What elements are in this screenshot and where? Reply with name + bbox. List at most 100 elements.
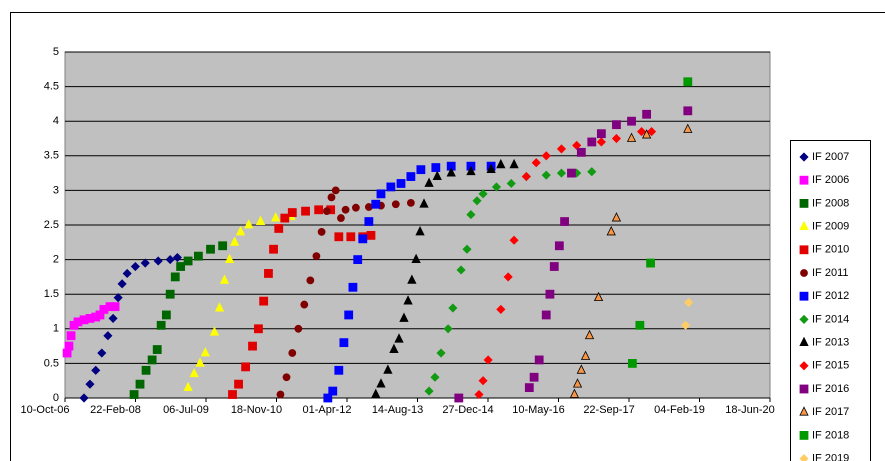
y-tick-label: 3 [53, 184, 59, 196]
data-point [153, 256, 163, 266]
data-point [684, 297, 694, 308]
data-point [288, 349, 297, 357]
data-point [646, 258, 655, 268]
data-point [593, 291, 604, 302]
data-point [406, 198, 415, 207]
data-point [224, 253, 235, 264]
data-point [301, 206, 310, 216]
data-point [407, 274, 417, 284]
data-point [635, 320, 645, 330]
data-point [271, 212, 281, 222]
data-point [503, 272, 513, 282]
data-point [103, 331, 113, 341]
x-tick-label: 14-Aug-13 [372, 404, 423, 416]
legend-label: IF 2019 [812, 453, 849, 461]
data-point [524, 383, 534, 393]
data-point [641, 129, 652, 139]
data-point [351, 203, 360, 212]
data-point [209, 326, 220, 336]
data-point [348, 282, 358, 292]
x-tick-label: 22-Sep-17 [583, 404, 634, 416]
legend-marker [799, 245, 809, 255]
data-point [611, 133, 622, 144]
data-point [419, 198, 429, 208]
data-point [108, 313, 118, 323]
data-point [91, 365, 101, 375]
data-point [472, 196, 482, 206]
data-point [214, 302, 225, 312]
data-point [259, 296, 269, 306]
data-point [596, 137, 606, 147]
data-point [170, 272, 180, 282]
data-point [323, 393, 333, 403]
data-point [680, 320, 691, 330]
data-point [416, 165, 426, 175]
data-point [478, 189, 488, 199]
data-point [337, 214, 345, 222]
data-point [541, 151, 551, 161]
x-tick-label: 18-Jun-20 [725, 404, 775, 416]
data-point [364, 203, 373, 211]
data-point [331, 186, 340, 195]
data-point [248, 341, 257, 351]
data-point [596, 129, 606, 139]
legend-marker [799, 198, 809, 208]
data-point [183, 256, 193, 266]
y-tick-label: 0.5 [44, 357, 59, 369]
data-point [545, 289, 555, 299]
legend-marker [799, 406, 809, 416]
legend-marker [799, 336, 809, 347]
data-point [394, 333, 404, 343]
data-point [218, 241, 228, 251]
data-point [193, 251, 203, 261]
legend-label: IF 2012 [812, 290, 849, 302]
data-point [415, 226, 425, 236]
data-point [431, 163, 441, 172]
legend-label: IF 2014 [812, 313, 849, 325]
data-point [521, 171, 531, 182]
data-point [130, 261, 140, 272]
data-point [282, 373, 291, 382]
data-point [339, 338, 349, 348]
legend-marker [799, 454, 809, 461]
data-point [376, 189, 386, 199]
data-point [572, 378, 583, 388]
data-point [611, 212, 622, 222]
legend-label: IF 2008 [812, 197, 849, 209]
data-point [584, 329, 595, 340]
legend-label: IF 2018 [812, 429, 849, 441]
data-point [66, 331, 76, 341]
data-point [328, 386, 338, 396]
data-point [411, 253, 421, 264]
data-point [141, 365, 151, 375]
data-point [228, 390, 237, 399]
data-point [287, 208, 297, 217]
data-point [206, 244, 215, 254]
data-point [572, 140, 582, 150]
legend-label: IF 2011 [812, 267, 849, 279]
data-point [176, 262, 186, 271]
data-point [110, 302, 120, 312]
data-point [406, 172, 416, 181]
data-point [496, 158, 506, 169]
data-point [280, 213, 290, 223]
data-point [627, 358, 637, 368]
data-point [371, 388, 381, 398]
data-point [312, 252, 321, 261]
legend-label: IF 2017 [812, 406, 849, 418]
data-point [165, 289, 175, 299]
data-point [541, 310, 551, 320]
y-tick-label: 1 [53, 323, 59, 335]
data-point [683, 123, 693, 133]
data-point [646, 127, 657, 137]
data-point [483, 355, 493, 365]
data-point [612, 120, 621, 130]
data-point [189, 367, 199, 378]
data-point [219, 274, 230, 284]
data-point [314, 205, 324, 215]
y-tick-label: 3.5 [44, 150, 59, 162]
y-tick-label: 2 [53, 254, 59, 266]
y-tick-label: 0 [53, 392, 59, 404]
data-point [274, 224, 284, 233]
data-point [569, 388, 580, 398]
